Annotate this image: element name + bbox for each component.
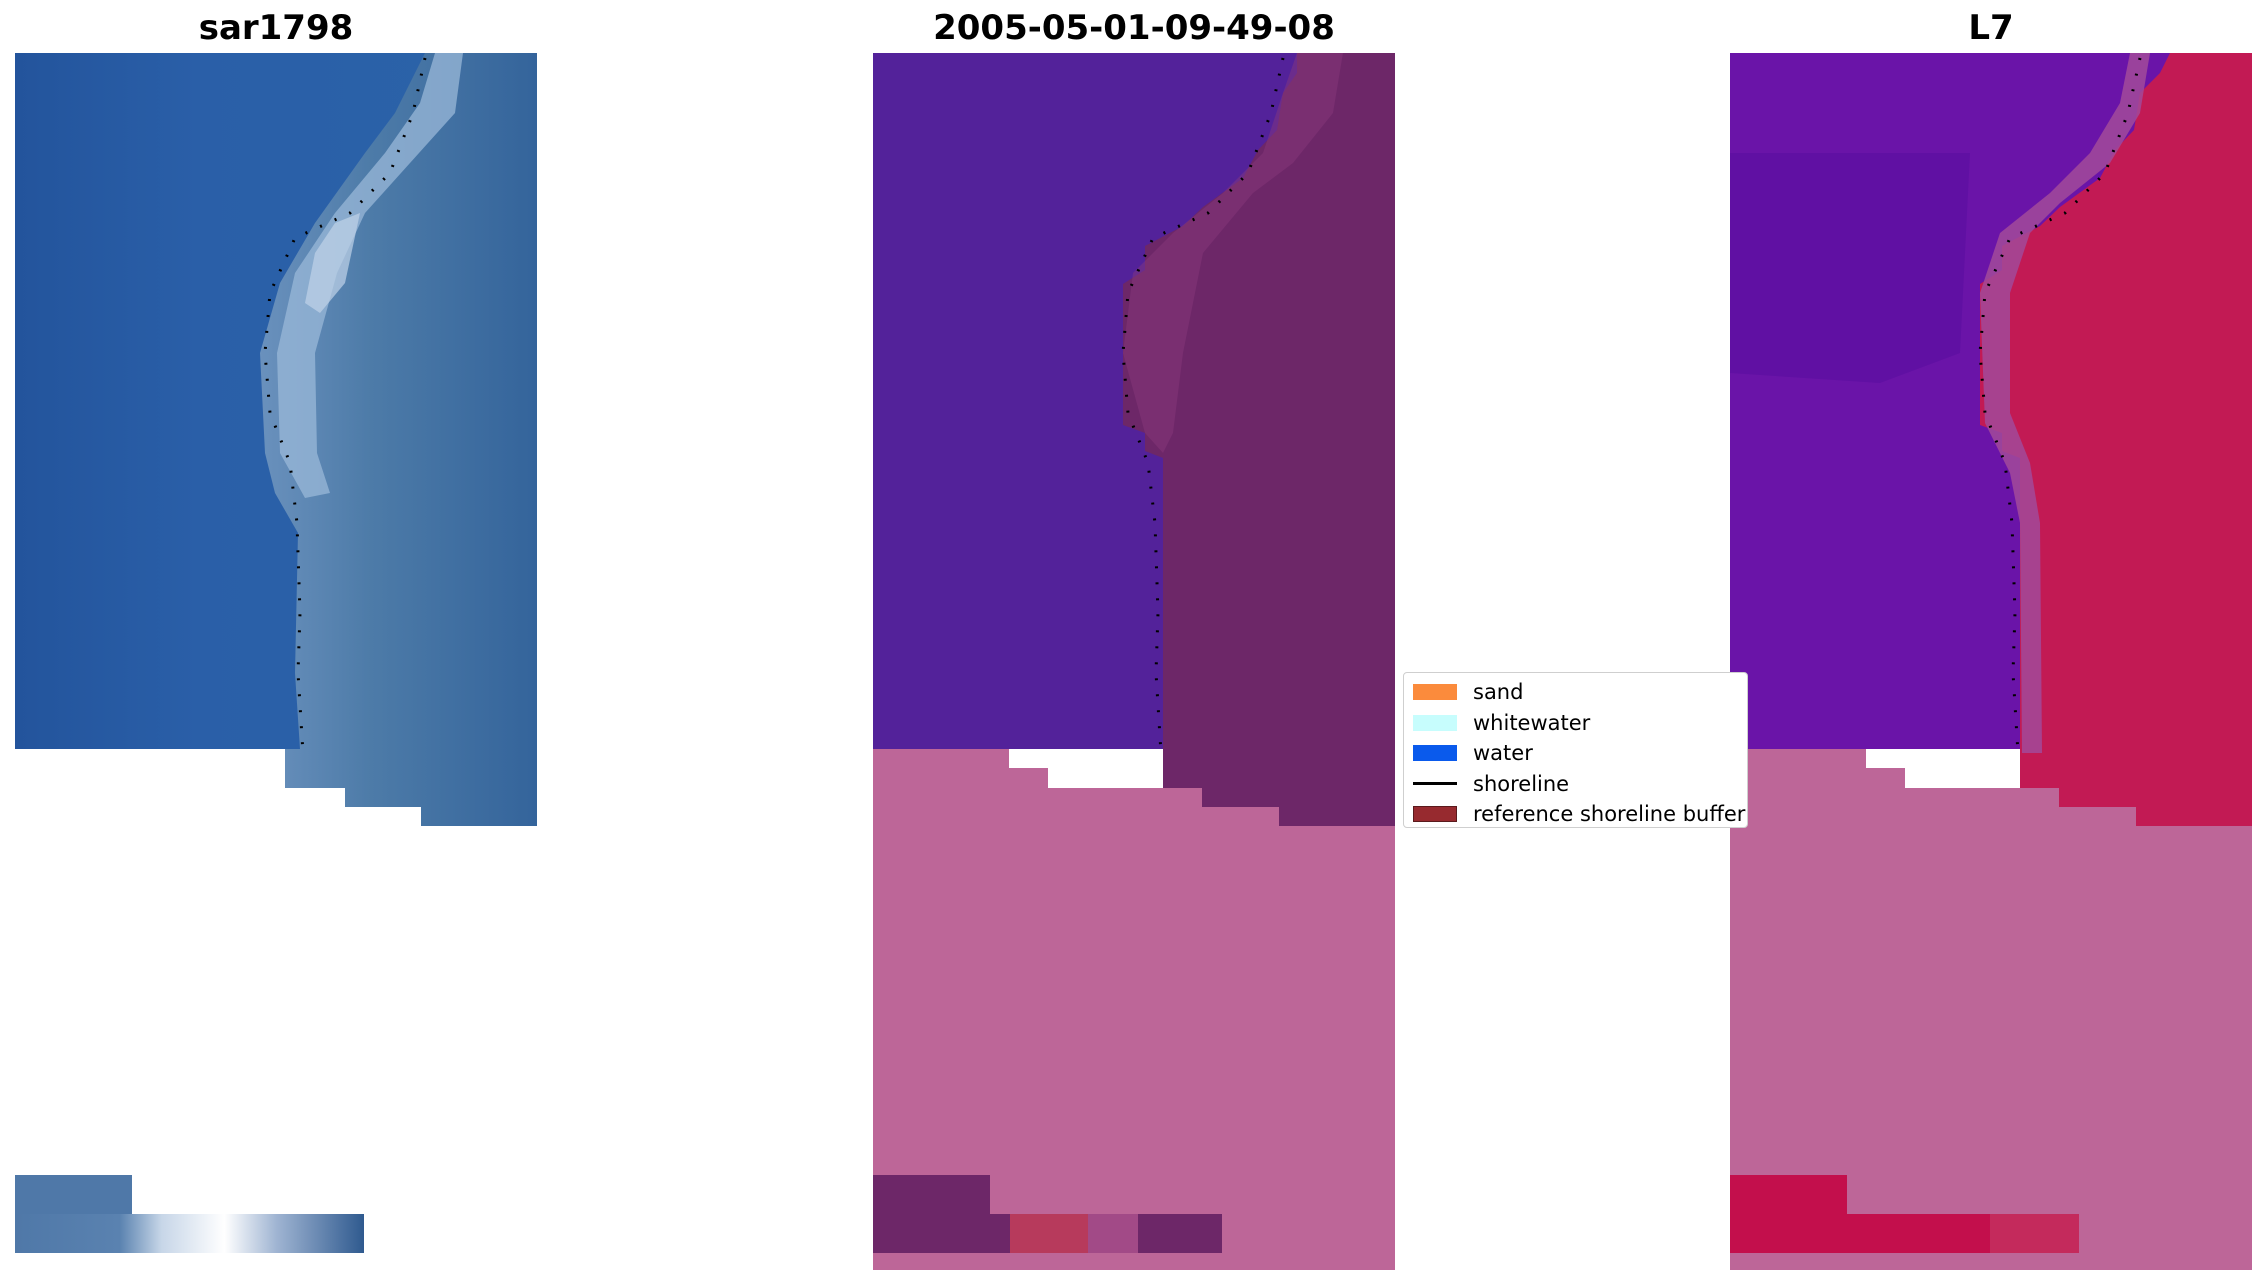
legend-item-whitewater: whitewater <box>1404 708 1747 739</box>
legend-item-sand: sand <box>1404 677 1747 708</box>
l7-bottom-strip <box>1730 1175 1847 1253</box>
class-nodata-area <box>873 749 1395 1270</box>
l7-land-area <box>1980 53 2252 826</box>
sar-nodata-area <box>15 749 537 1270</box>
panel-title-sar: sar1798 <box>198 8 354 48</box>
l7-image <box>1730 53 2252 1270</box>
class-buffer-area <box>1123 53 1395 826</box>
legend-item-water: water <box>1404 738 1747 769</box>
l7-transition-band <box>1980 53 2150 753</box>
legend-label-whitewater: whitewater <box>1473 710 1591 735</box>
sar-bottom-strip <box>15 1175 132 1214</box>
legend-item-shoreline: shoreline <box>1404 769 1747 800</box>
legend-label-sand: sand <box>1473 680 1524 705</box>
shoreline-line-swatch <box>1413 782 1457 786</box>
buffer-swatch <box>1413 806 1457 823</box>
sand-swatch <box>1413 684 1457 701</box>
classification-panel <box>873 53 1395 1270</box>
water-swatch <box>1413 745 1457 762</box>
legend-label-water: water <box>1473 741 1533 766</box>
classification-image <box>873 53 1395 1270</box>
legend-item-buffer: reference shoreline buffer <box>1404 799 1747 830</box>
whitewater-swatch <box>1413 714 1457 731</box>
class-bottom-strip <box>873 1175 990 1253</box>
l7-nodata-area <box>1730 749 2252 1270</box>
l7-panel <box>1730 53 2252 1270</box>
panel-title-date: 2005-05-01-09-49-08 <box>933 8 1335 48</box>
legend-label-shoreline: shoreline <box>1473 771 1570 796</box>
sar-image-panel <box>15 53 537 1270</box>
legend: sand whitewater water shoreline referenc… <box>1403 672 1748 828</box>
panel-title-l7: L7 <box>1968 8 2014 48</box>
sar-image <box>15 53 537 1270</box>
legend-label-buffer: reference shoreline buffer <box>1473 802 1746 827</box>
